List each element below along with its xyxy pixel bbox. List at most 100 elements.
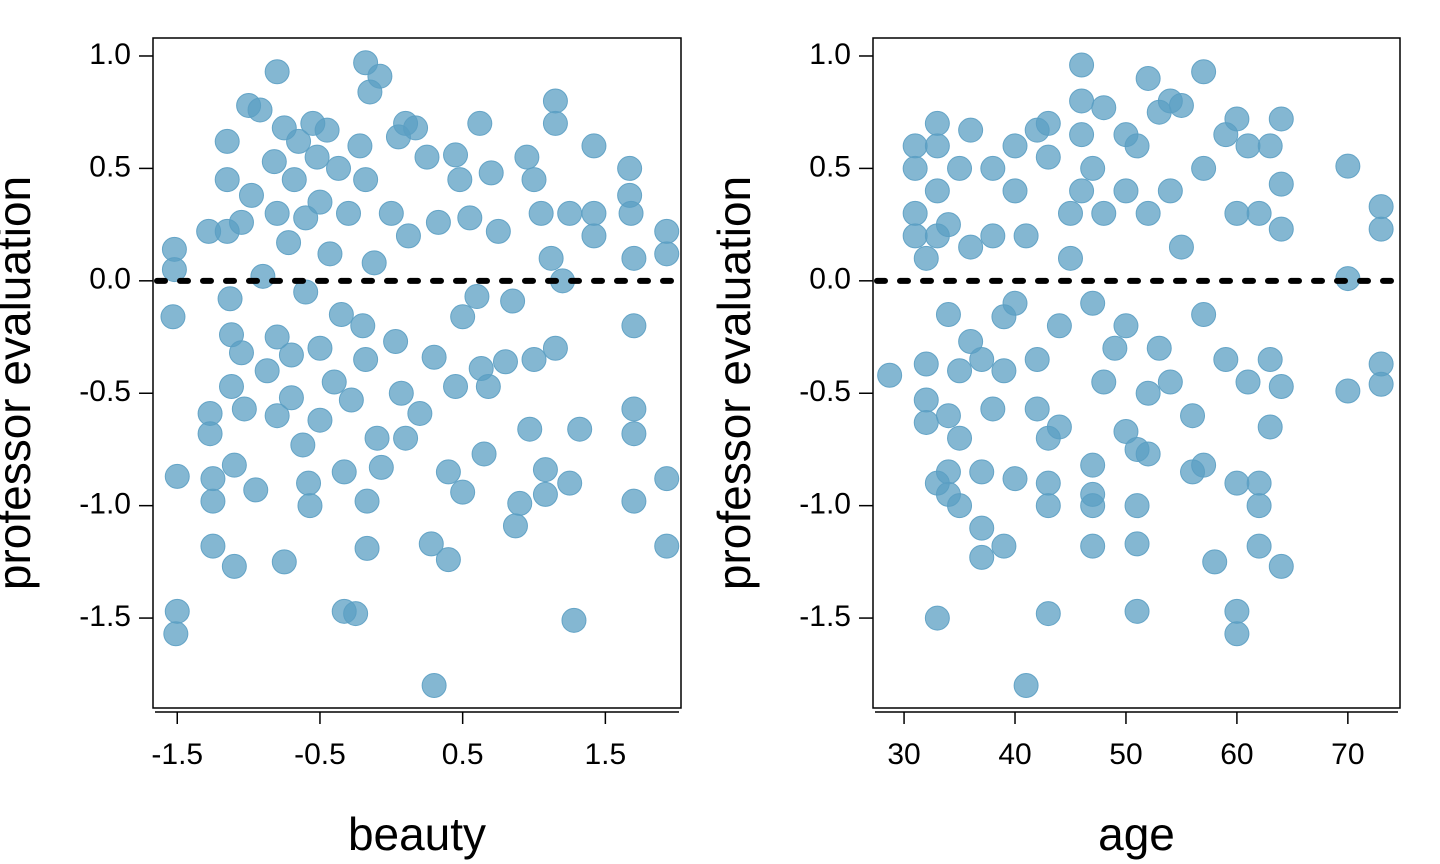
point <box>264 403 290 429</box>
point <box>1124 531 1150 557</box>
point <box>218 373 244 399</box>
point <box>1002 290 1028 316</box>
point <box>969 515 995 541</box>
point <box>521 167 547 193</box>
point <box>353 167 379 193</box>
point <box>367 63 393 89</box>
point <box>902 223 928 249</box>
plot-box <box>872 37 1401 709</box>
x-tick-label: 1.5 <box>585 738 627 771</box>
point <box>1035 601 1061 627</box>
point <box>502 513 528 539</box>
point <box>947 425 973 451</box>
point <box>1224 200 1250 226</box>
point <box>969 544 995 570</box>
point <box>1046 414 1072 440</box>
point <box>354 535 380 561</box>
point <box>1080 290 1106 316</box>
point <box>947 155 973 181</box>
point <box>958 234 984 260</box>
point <box>521 347 547 373</box>
point <box>368 454 394 480</box>
point <box>418 531 444 557</box>
point <box>947 493 973 519</box>
point <box>621 396 647 422</box>
y-tick-label: 1.0 <box>89 38 131 71</box>
point <box>336 200 362 226</box>
point <box>1080 155 1106 181</box>
y-tick-label: -1.0 <box>799 488 851 521</box>
point <box>457 205 483 231</box>
point <box>1235 133 1261 159</box>
point <box>1257 133 1283 159</box>
point <box>447 167 473 193</box>
point <box>902 133 928 159</box>
point <box>1335 378 1361 404</box>
point <box>517 416 543 442</box>
point <box>164 463 190 489</box>
point <box>221 553 247 579</box>
point <box>353 347 379 373</box>
point <box>326 155 352 181</box>
point <box>528 200 554 226</box>
point <box>296 470 322 496</box>
point <box>1091 200 1117 226</box>
point <box>278 385 304 411</box>
point <box>271 549 297 575</box>
point <box>1202 549 1228 575</box>
point <box>947 358 973 384</box>
point <box>200 466 226 492</box>
point <box>307 335 333 361</box>
point <box>1180 403 1206 429</box>
point <box>1035 110 1061 136</box>
point <box>228 209 254 235</box>
point <box>1368 371 1394 397</box>
point <box>361 250 387 276</box>
x-axis-title: beauty <box>348 808 486 860</box>
point <box>618 200 644 226</box>
point <box>500 288 526 314</box>
point <box>1102 335 1128 361</box>
point <box>1013 673 1039 699</box>
point <box>924 605 950 631</box>
point <box>924 178 950 204</box>
point <box>969 459 995 485</box>
point <box>321 369 347 395</box>
point <box>877 362 903 388</box>
point <box>250 263 276 289</box>
point <box>1091 95 1117 121</box>
point <box>1335 153 1361 179</box>
point <box>980 223 1006 249</box>
x-tick-label: 0.5 <box>442 738 484 771</box>
point <box>278 342 304 368</box>
point <box>197 421 223 447</box>
point <box>1024 396 1050 422</box>
point <box>1124 598 1150 624</box>
panel: -1.5 -1.0 -0.5 0.0 0.5 1.0 30 40 50 60 70 age profes… <box>708 37 1401 860</box>
point <box>214 128 240 154</box>
point <box>383 329 409 355</box>
point <box>1146 335 1172 361</box>
point <box>304 144 330 170</box>
point <box>557 200 583 226</box>
point <box>935 212 961 238</box>
point <box>228 340 254 366</box>
point <box>1091 369 1117 395</box>
point <box>621 488 647 514</box>
point <box>450 479 476 505</box>
point <box>1268 373 1294 399</box>
point <box>958 117 984 143</box>
point <box>1213 347 1239 373</box>
point <box>1168 234 1194 260</box>
point <box>435 547 461 573</box>
point <box>980 155 1006 181</box>
point <box>1368 216 1394 242</box>
point <box>958 329 984 355</box>
point <box>1135 200 1161 226</box>
point <box>902 155 928 181</box>
point <box>1268 216 1294 242</box>
point <box>514 144 540 170</box>
point <box>1191 302 1217 328</box>
point <box>343 601 369 627</box>
